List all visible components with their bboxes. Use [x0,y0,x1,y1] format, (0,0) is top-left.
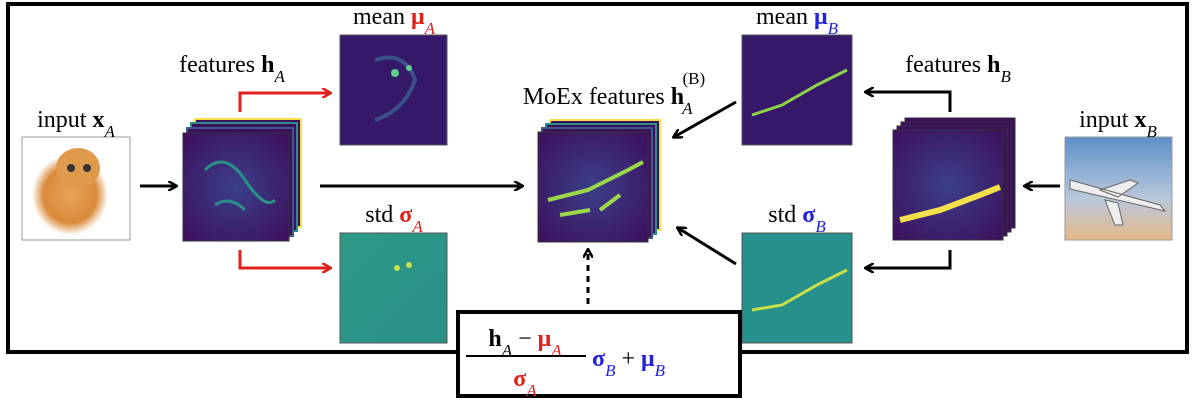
label-part: mean [756,4,808,30]
label-part: std [365,202,393,228]
label-part: σ [592,346,605,372]
label-part: μ [411,4,425,30]
label-part: B [1000,67,1011,86]
label-part: input [1079,107,1129,133]
label-part: − [518,326,532,352]
moex-stack [537,119,661,243]
label-part: B [605,361,616,380]
label-part: h [261,52,274,78]
airplane [1069,179,1167,226]
label-std-a: std σA [365,202,423,236]
label-part: A [273,67,285,86]
label-part: σ [802,202,815,228]
label-part: (B) [683,69,706,88]
label-moex: MoEx features hA (B) [523,69,705,118]
label-part: x [1134,107,1146,133]
label-part: A [681,99,693,118]
label-part: A [411,217,423,236]
kitten-head [56,148,100,188]
label-features-a: features hA [179,52,285,86]
features-b-stack [892,117,1016,241]
arrows [140,92,1060,304]
label-part: B [828,19,839,38]
formula-box [456,310,742,398]
label-input-a: input xA [37,107,115,141]
std-a-image [339,232,448,344]
label-part: input [37,107,87,133]
features-a-stack [182,118,302,242]
label-part: mean [353,4,405,30]
formula-denominator: σA [513,366,537,400]
label-part: A [424,19,436,38]
label-part: σ [513,366,526,392]
label-mean-a: mean μA [353,4,436,38]
label-part: B [815,217,826,236]
label-part: + [621,346,635,372]
label-features-b: features hB [905,52,1011,86]
label-mean-b: mean μB [756,4,839,38]
label-part: A [103,122,115,141]
label-part: h [671,84,684,110]
label-input-b: input xB [1079,107,1157,141]
label-part: A [550,341,562,360]
label-part: std [768,202,796,228]
label-part: x [92,107,104,133]
formula-numerator: hA − μA [488,326,562,360]
formula-rest: σB + μB [592,346,666,380]
label-part: μ [814,4,828,30]
label-part: h [488,326,501,352]
label-part: features [179,52,255,78]
label-part: μ [641,346,655,372]
label-part: B [1146,122,1157,141]
label-part: features [905,52,981,78]
std-b-image [741,232,853,344]
label-part: B [655,361,666,380]
label-part: h [987,52,1000,78]
label-part: MoEx features [523,84,665,110]
label-part: A [525,381,537,400]
label-part: σ [399,202,412,228]
label-part: A [501,341,513,360]
label-part: μ [538,326,552,352]
mean-b-image [741,34,853,146]
mean-a-image [339,34,448,146]
label-std-b: std σB [768,202,826,236]
